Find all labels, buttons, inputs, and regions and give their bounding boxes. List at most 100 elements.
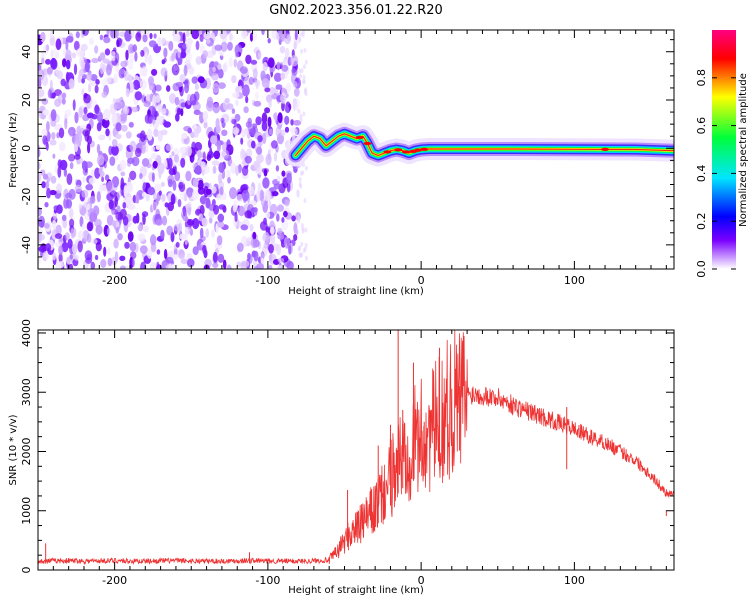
noise-blob [94, 45, 99, 54]
noise-blob [155, 95, 161, 103]
noise-blob [179, 233, 187, 240]
noise-blob [284, 126, 290, 133]
noise-blob [212, 103, 220, 114]
noise-blob [168, 40, 174, 51]
noise-blob [250, 59, 258, 65]
noise-blob [293, 234, 298, 241]
snr-y-tick-label: 2000 [20, 437, 33, 465]
noise-blob [111, 145, 119, 156]
noise-blob [129, 241, 137, 252]
noise-blob [245, 121, 252, 128]
spectrogram-x-tick-label: 100 [564, 274, 585, 287]
noise-blob [73, 254, 79, 261]
noise-blob [147, 113, 154, 124]
noise-blob [147, 54, 153, 66]
noise-blob [191, 30, 200, 34]
noise-blob [122, 216, 129, 226]
noise-blob [154, 183, 162, 192]
noise-blob [186, 145, 192, 157]
noise-blob [231, 75, 237, 84]
noise-blob [109, 103, 117, 115]
colorbar: 0.0 0.2 0.4 0.6 0.8 Normalized spectral ampl… [695, 30, 749, 278]
noise-blob [119, 112, 127, 124]
noise-blob [71, 243, 77, 254]
spectrogram-x-tick-label: -200 [102, 274, 127, 287]
noise-blob [81, 160, 88, 171]
noise-blob [245, 96, 249, 104]
noise-blob [78, 203, 83, 210]
noise-blob [285, 106, 290, 113]
noise-blob [182, 205, 187, 217]
noise-blob [59, 141, 66, 152]
noise-blob [298, 177, 302, 183]
noise-blob [81, 189, 89, 198]
noise-blob [90, 261, 96, 269]
noise-blob [186, 258, 195, 268]
noise-blob [38, 95, 42, 103]
noise-blob [303, 198, 307, 204]
noise-blob [96, 143, 101, 154]
noise-blob [148, 40, 157, 48]
noise-blob [221, 149, 230, 159]
noise-blob [160, 181, 165, 187]
noise-blob [214, 44, 223, 51]
noise-blob [227, 41, 233, 51]
noise-blob [197, 76, 205, 84]
snr-x-label: Height of straight line (km) [288, 585, 424, 596]
noise-blob [183, 125, 192, 132]
snr-y-tick-label: 1000 [20, 497, 33, 525]
noise-blob [283, 33, 292, 45]
noise-blob [40, 31, 46, 43]
noise-blob [103, 36, 111, 44]
noise-blob [113, 238, 119, 249]
noise-blob [241, 150, 247, 158]
noise-blob [181, 46, 186, 59]
noise-blob [197, 149, 202, 160]
noise-blob [304, 91, 308, 97]
noise-blob [192, 246, 199, 256]
noise-blob [163, 248, 168, 260]
noise-blob [116, 37, 122, 47]
noise-blob [261, 112, 268, 124]
noise-blob [199, 34, 204, 42]
noise-blob [65, 59, 71, 70]
noise-blob [280, 30, 285, 42]
noise-blob [78, 69, 85, 77]
noise-blob [273, 112, 278, 120]
noise-blob [180, 258, 188, 264]
noise-blob [300, 68, 304, 74]
noise-blob [50, 49, 54, 58]
noise-blob [50, 118, 57, 127]
noise-blob [277, 233, 285, 240]
noise-blob [269, 220, 275, 230]
noise-blob [77, 240, 83, 253]
noise-blob [301, 228, 305, 234]
noise-blob [132, 194, 136, 203]
noise-blob [218, 173, 223, 184]
noise-blob [58, 245, 64, 256]
noise-blob [42, 135, 48, 145]
noise-blob [72, 99, 76, 111]
noise-blob [272, 191, 279, 197]
noise-blob [61, 241, 69, 253]
noise-blob [199, 204, 205, 216]
spectrogram-y-label: Frequency (Hz) [8, 112, 19, 188]
noise-blob [49, 189, 57, 196]
noise-blob [120, 177, 125, 190]
noise-blob [105, 64, 112, 76]
noise-blob [273, 152, 278, 162]
noise-blob [38, 172, 42, 183]
noise-blob [52, 252, 56, 261]
noise-blob [119, 265, 126, 269]
noise-blob [78, 107, 83, 118]
snr-frame [37, 329, 675, 571]
noise-blob [106, 180, 114, 192]
noise-blob [299, 113, 303, 119]
noise-blob [77, 230, 84, 240]
noise-blob [114, 251, 119, 263]
noise-blob [94, 254, 99, 261]
noise-blob [129, 140, 137, 153]
noise-blob [212, 262, 219, 269]
noise-blob [94, 167, 101, 179]
noise-blob [276, 244, 282, 256]
